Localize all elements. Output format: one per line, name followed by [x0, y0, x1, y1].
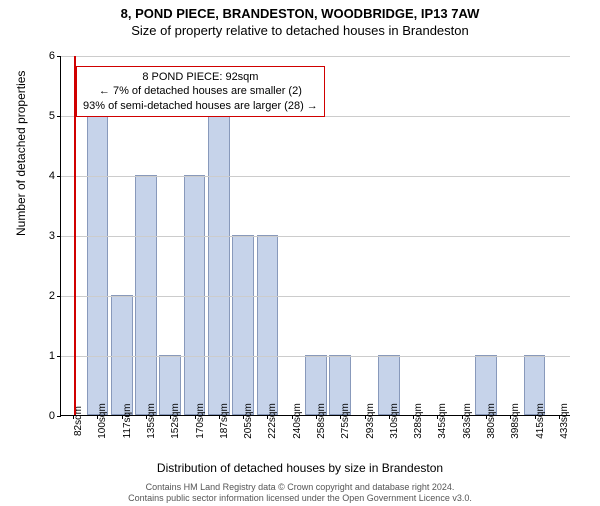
ytick-label: 4	[49, 170, 55, 182]
xtick-label: 240sqm	[292, 403, 303, 439]
bar	[232, 235, 254, 415]
gridline	[61, 176, 570, 177]
xtick-label: 258sqm	[316, 403, 327, 439]
xtick-label: 398sqm	[510, 403, 521, 439]
y-axis-label: Number of detached properties	[14, 71, 28, 236]
xtick-label: 433sqm	[559, 403, 570, 439]
gridline	[61, 236, 570, 237]
xtick-label: 117sqm	[122, 404, 133, 439]
xtick-label: 170sqm	[195, 403, 206, 439]
footer-line-1: Contains HM Land Registry data © Crown c…	[0, 482, 600, 493]
footer-text: Contains HM Land Registry data © Crown c…	[0, 482, 600, 504]
bar	[257, 235, 279, 415]
bar	[184, 175, 206, 415]
xtick-label: 293sqm	[365, 403, 376, 439]
footer-line-2: Contains public sector information licen…	[0, 493, 600, 504]
bar	[135, 175, 157, 415]
annotation-line-1: 8 POND PIECE: 92sqm	[83, 70, 318, 84]
annotation-line-2: ← 7% of detached houses are smaller (2)	[83, 84, 318, 98]
ytick-label: 3	[49, 230, 55, 242]
ytick-label: 1	[49, 350, 55, 362]
x-axis-label: Distribution of detached houses by size …	[0, 461, 600, 475]
chart-title-2: Size of property relative to detached ho…	[0, 23, 600, 38]
gridline	[61, 356, 570, 357]
xtick-label: 275sqm	[340, 403, 351, 439]
xtick-label: 380sqm	[486, 403, 497, 439]
gridline	[61, 56, 570, 57]
annotation-line-3: 93% of semi-detached houses are larger (…	[83, 99, 318, 113]
chart-title-1: 8, POND PIECE, BRANDESTON, WOODBRIDGE, I…	[0, 6, 600, 21]
xtick-label: 135sqm	[146, 403, 157, 439]
xtick-label: 152sqm	[170, 403, 181, 439]
xtick-label: 310sqm	[389, 403, 400, 439]
xtick-label: 328sqm	[413, 403, 424, 439]
ytick-label: 2	[49, 290, 55, 302]
xtick-label: 415sqm	[535, 403, 546, 439]
bar	[87, 115, 109, 415]
ytick-label: 6	[49, 50, 55, 62]
bar	[111, 295, 133, 415]
xtick-label: 222sqm	[267, 403, 278, 439]
xtick-label: 363sqm	[462, 403, 473, 439]
xtick-label: 205sqm	[243, 403, 254, 439]
annotation-box: 8 POND PIECE: 92sqm ← 7% of detached hou…	[76, 66, 325, 117]
ytick-label: 0	[49, 410, 55, 422]
ytick-label: 5	[49, 110, 55, 122]
gridline	[61, 296, 570, 297]
xtick-label: 187sqm	[219, 403, 230, 439]
xtick-label: 345sqm	[437, 403, 448, 439]
bar	[208, 115, 230, 415]
xtick-label: 100sqm	[97, 403, 108, 439]
